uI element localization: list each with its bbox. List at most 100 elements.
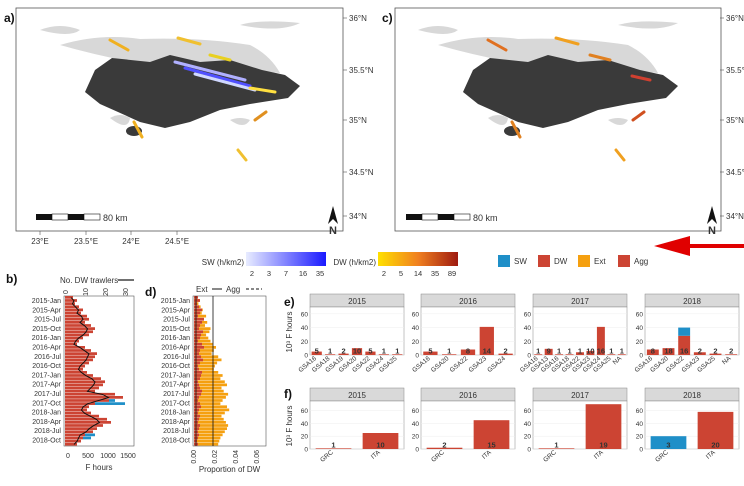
panel-d-tick: 0.02 [212,450,219,464]
map-a-north-arrow: N [328,206,338,237]
panel-b-xlabel: F hours [85,463,112,472]
panel-e-bar-dw [351,348,363,355]
panel-e-bar-dw [460,349,476,355]
legend-categories: SW DW Ext Agg [498,255,648,267]
panel-d-bar-agg [194,408,199,412]
panel-e-bar-dw [423,351,438,355]
panel-b-month: 2017-Oct [32,400,61,407]
panel-b-bar-dw [65,342,77,346]
panel-e-category: NA [721,355,733,367]
panel-d-bar-agg [194,386,200,390]
lat-label: 36°N [349,14,367,23]
panel-d-bar-agg [194,355,201,359]
panel-b-bar-dw [65,399,109,402]
panel-d-month: 2017-Jul [163,391,190,398]
panel-b-bar-dw [65,430,93,434]
panel-d-bar-agg [194,383,199,387]
panel-f-ytick: 20 [524,434,532,441]
panel-d-bar-ext [194,352,212,355]
panel-b-bar-sw [95,402,125,405]
panel-e-facet-title: 2018 [683,297,701,306]
panel-b-top-tick: 0 [63,290,70,294]
panel-e-data-label: 1 [447,347,451,356]
panel-d-month: 2016-Oct [161,363,190,370]
panel-e-bar-dw [565,354,574,355]
panel-e-data-label: 1 [557,347,561,356]
panel-e-bar-dw [365,351,376,355]
panel-f-bar-dw [538,448,575,449]
legend-dw-bar [378,252,458,266]
panel-b-bar-dw [65,358,93,362]
panel-f-data-label: 1 [554,441,558,450]
map-c-scale: 80 km [406,213,498,223]
panel-b-bar-sw [85,433,95,437]
map-c: 36°N 35.5°N 35°N 34.5°N 34°N 80 km N [394,7,744,237]
panel-b-bar-sw [83,436,91,440]
panel-e-bar-dw [617,354,626,355]
panel-b-bar-dw [65,305,79,309]
panel-d-bar-ext [194,439,220,443]
panel-b-month: 2018-Jul [34,428,61,435]
panel-b-bar-dw [65,302,75,305]
panel-e-ytick: 40 [524,325,532,332]
panel-e-bar-dw [498,353,513,355]
panel-b-bar-sw [109,399,115,402]
panel-e-ytick: 20 [524,339,532,346]
panel-b-bar-dw [65,439,81,443]
panel-b-bar-dw [65,327,95,330]
panel-d-bar-ext [194,327,211,330]
panel-e-ytick: 0 [415,353,419,360]
panel-d-bar-agg [194,358,203,362]
panel-b-bottom-tick: 1500 [120,453,136,460]
panel-d-bar-ext [194,342,213,346]
panel-b-bar-dw [65,383,103,387]
legend-tick: 7 [284,269,288,278]
panel-d-bar-ext [194,389,224,393]
panel-f-category: GRC [430,449,446,464]
panel-f-ytick: 40 [524,421,532,428]
panel-b-bar-dw [65,408,87,412]
panel-d-bar-agg [194,346,204,349]
panel-d-bar-ext [194,361,218,365]
panel-f-bar-dw [697,411,734,449]
lat-label: 35°N [726,116,744,125]
panel-d-bar-agg [194,414,200,418]
panel-d-bar-ext [194,380,225,384]
panel-b: No. DW trawlers 0 10 20 30 0 500 1000 1500 F hour… [32,276,136,472]
panel-b-bar-dw [65,308,83,312]
panel-b-bar-dw [65,321,85,324]
panel-d-bar-agg [194,405,201,409]
panel-d-month: 2018-Oct [161,438,190,445]
panel-e-bar-dw [534,354,543,355]
panel-b-bottom-tick: 0 [66,453,70,460]
panel-b-legend-title: No. DW trawlers [60,276,118,285]
panel-f-data-label: 15 [487,441,495,450]
panel-d: Ext Agg 2015-Jan 2015-Apr 2015-Jul 2015-Oct 20… [161,285,267,474]
map-c-scale-label: 80 km [473,213,498,223]
panel-b-bar-dw [65,324,91,327]
panel-e-ytick: 60 [636,311,644,318]
panel-e-category: GSA23 [468,355,489,374]
panel-e-ytick: 60 [524,311,532,318]
panel-b-bar-dw [65,405,89,409]
map-c-north-label: N [708,225,716,237]
panel-e-facet-title: 2015 [348,297,366,306]
panel-d-bar-ext [194,442,219,446]
panel-b-month: 2018-Apr [32,419,61,426]
panel-d-bar-ext [194,364,215,368]
panel-f-bar-dw [315,448,352,449]
lat-label: 35.5°N [349,66,374,75]
panel-b-top-tick: 10 [83,288,90,296]
panel-b-bar-dw [65,433,85,437]
panel-e-data-label: 5 [368,347,372,356]
panel-f-data-label: 10 [376,441,384,450]
panel-b-month: 2017-Jul [34,391,61,398]
panel-b-bar-dw [65,364,85,368]
panel-f-ytick: 60 [636,408,644,415]
panel-f-data-label: 3 [666,441,670,450]
panel-e-bar-sw [678,327,691,336]
panel-e-data-label: 16 [597,347,605,356]
legend-tick: 3 [267,269,271,278]
panel-d-bar-agg [194,361,200,365]
